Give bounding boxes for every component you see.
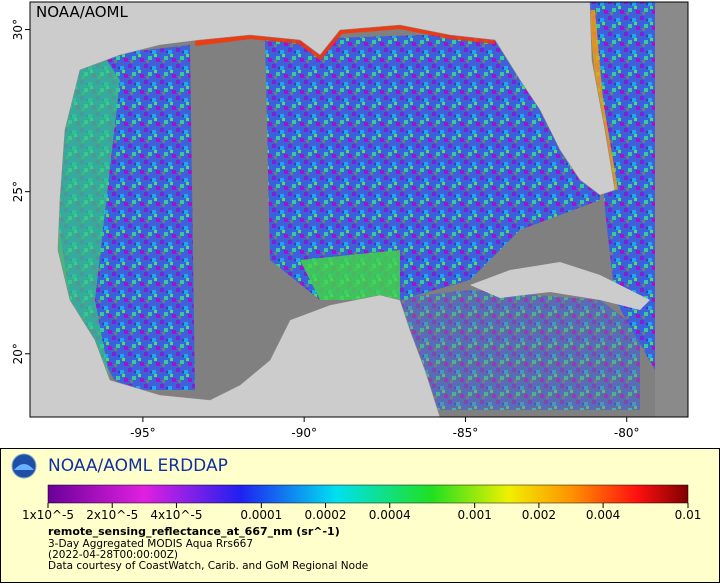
x-tick-label: -90° (291, 426, 317, 440)
colorbar-tick-label: 4x10^-5 (150, 508, 202, 522)
colorbar (47, 484, 689, 504)
swath (58, 50, 120, 380)
y-tick-label: 20° (11, 343, 25, 364)
map: NOAA/AOML (30, 2, 688, 417)
info-line: Data courtesy of CoastWatch, Carib. and … (48, 560, 368, 572)
colorbar-tick-label: 0.0001 (240, 508, 282, 522)
swath (300, 250, 400, 300)
colorbar-tick-label: 0.002 (522, 508, 556, 522)
info-line: (2022-04-28T00:00:00Z) (48, 549, 178, 561)
legend-title: NOAA/AOML ERDDAP (48, 456, 228, 476)
colorbar-tick-label: 0.0004 (369, 508, 411, 522)
legend-panel (0, 448, 720, 583)
x-tick-label: -80° (614, 426, 640, 440)
x-tick-label: -85° (453, 426, 479, 440)
variable: remote_sensing_reflectance_at_667_nm (sr… (48, 525, 340, 538)
colorbar-tick-label: 0.0002 (305, 508, 347, 522)
x-tick-label: -95° (130, 426, 156, 440)
swath (590, 2, 655, 370)
colorbar-tick-label: 1x10^-5 (22, 508, 74, 522)
y-tick-label: 30° (11, 19, 25, 40)
no-data (655, 2, 688, 417)
land (30, 2, 616, 417)
map-label: NOAA/AOML (36, 3, 129, 21)
colorbar-tick-label: 2x10^-5 (86, 508, 138, 522)
land (470, 262, 650, 310)
colorbar-tick-label: 0.001 (457, 508, 491, 522)
logo-wave (14, 464, 34, 470)
colorbar-tick-label: 0.01 (675, 508, 702, 522)
y-tick-label: 25° (11, 181, 25, 202)
swath (380, 290, 640, 410)
map-frame (29, 1, 689, 418)
swath (265, 30, 600, 300)
data-swaths (55, 2, 655, 410)
info-line: 3-Day Aggregated MODIS Aqua Rrs667 (48, 538, 253, 550)
colorbar-tick-label: 0.004 (586, 508, 620, 522)
